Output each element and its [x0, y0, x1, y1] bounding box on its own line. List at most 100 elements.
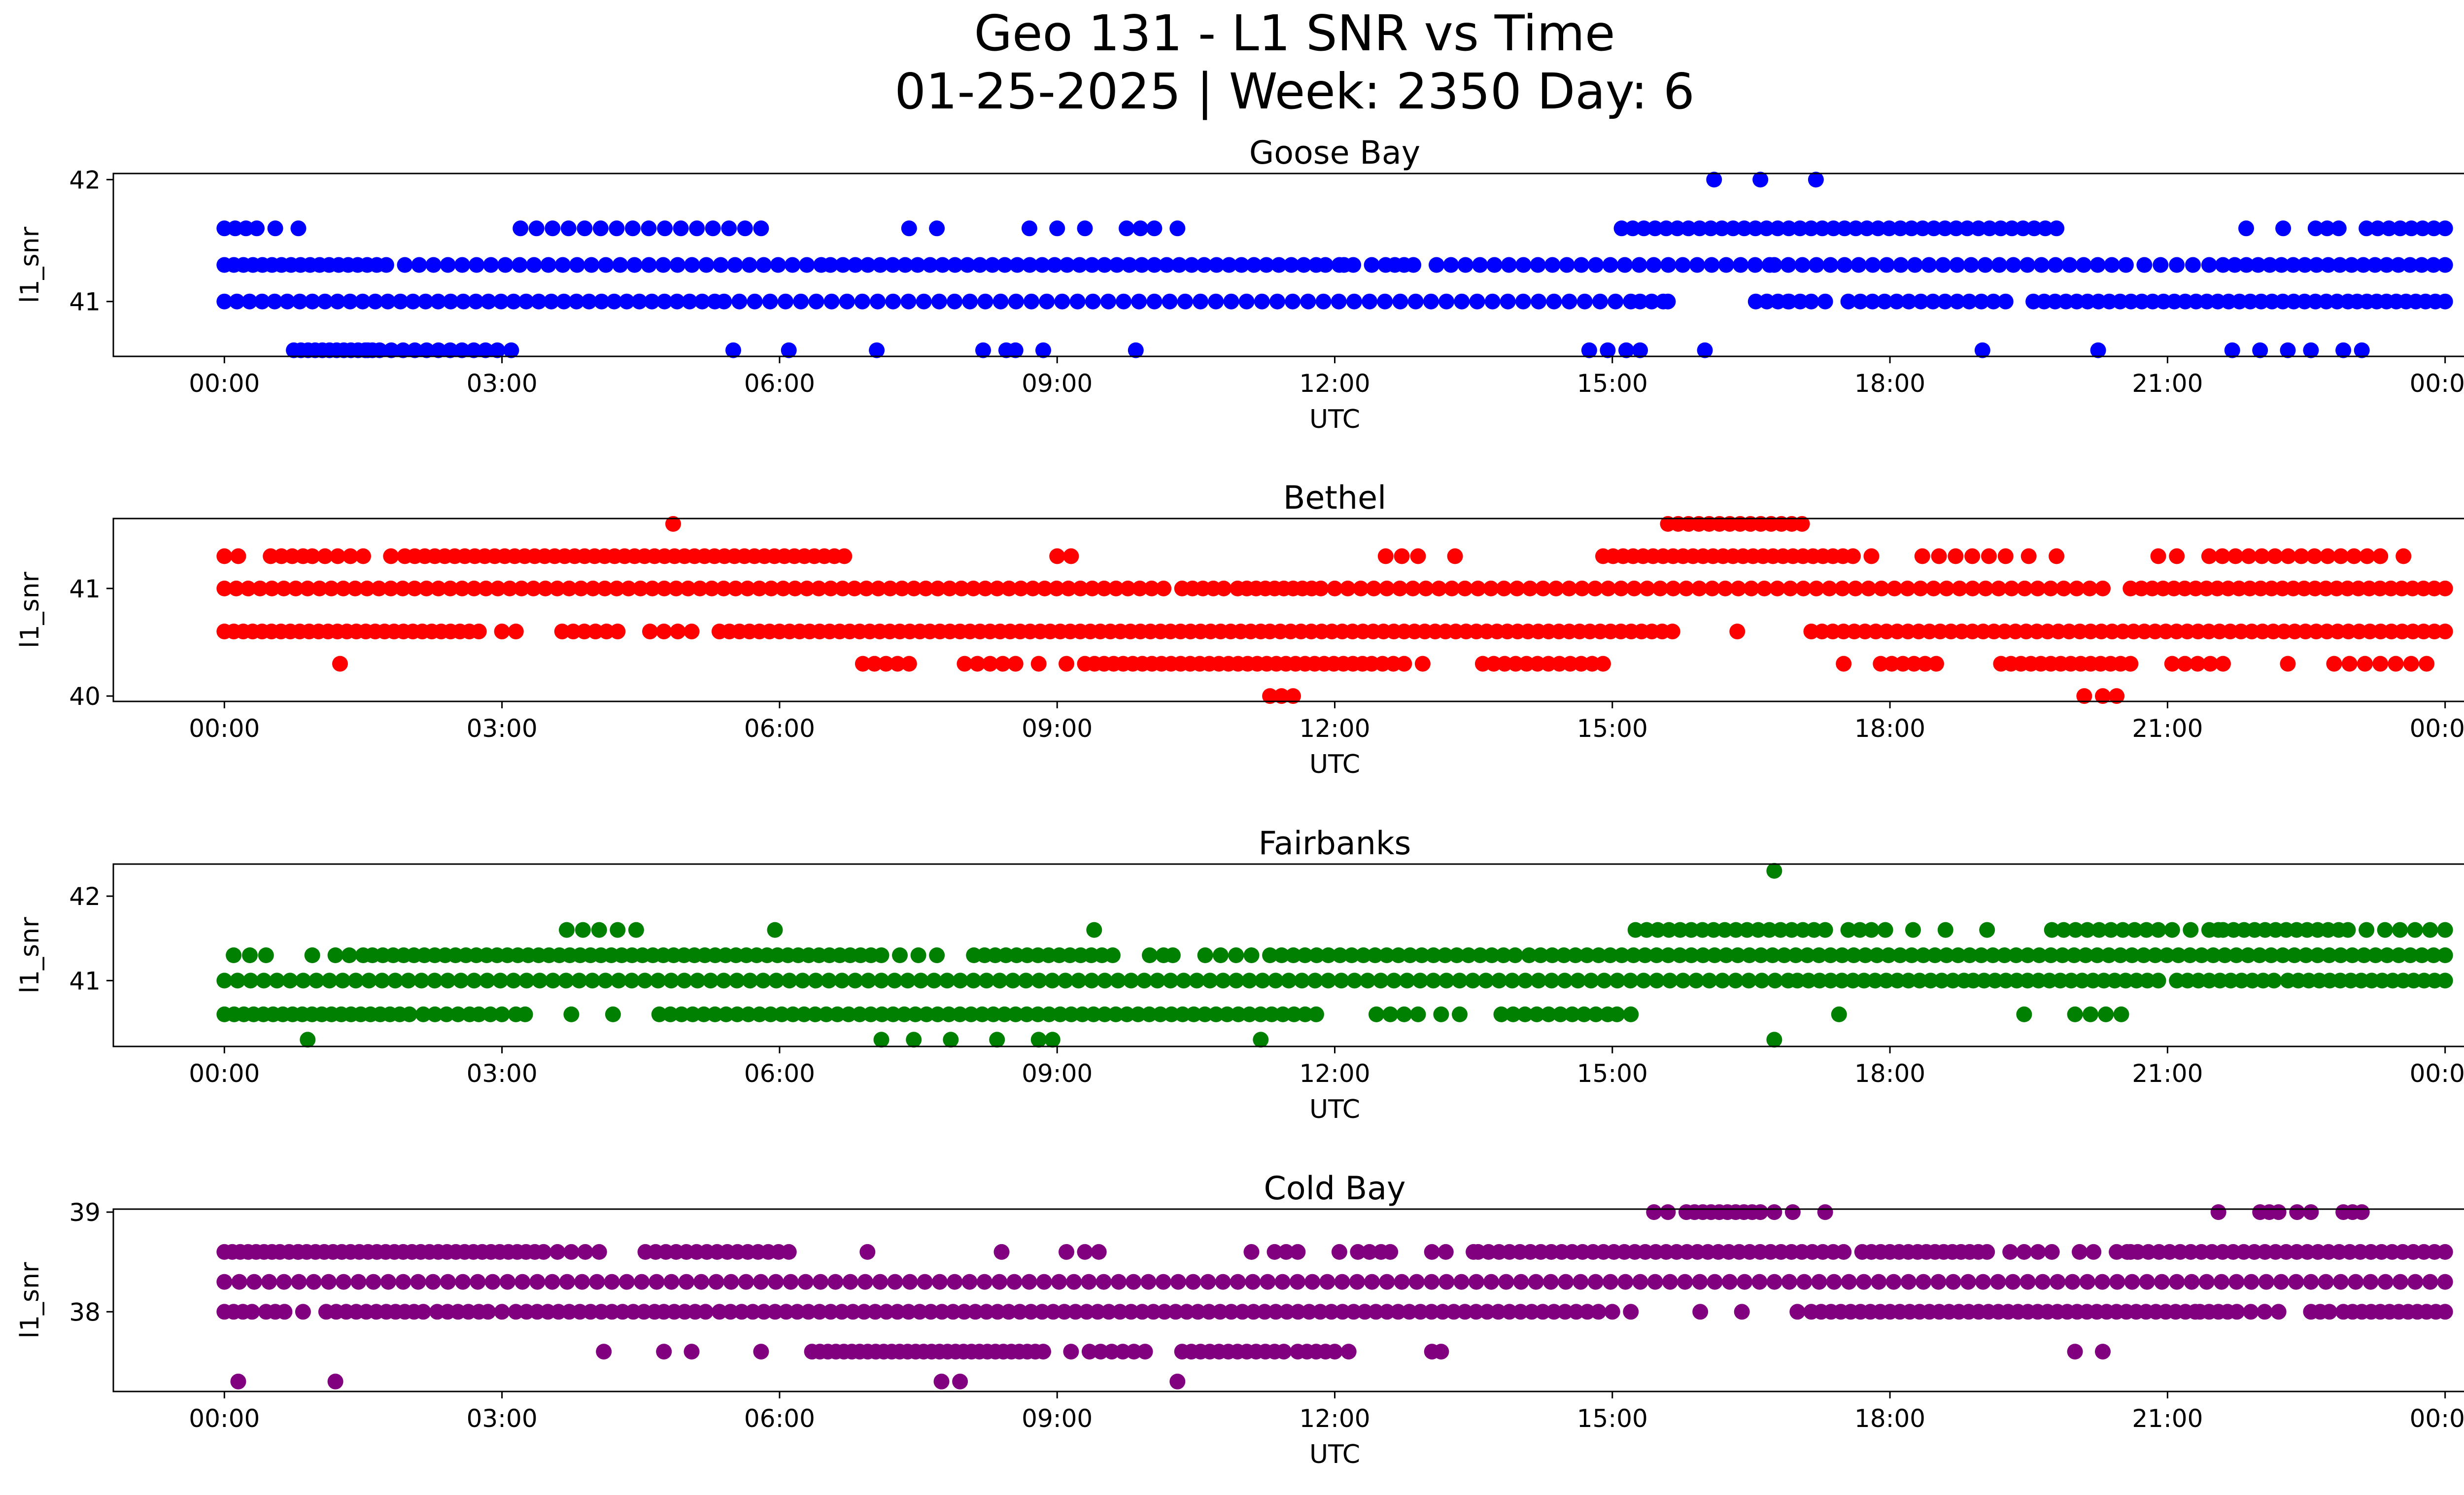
data-point: [288, 580, 304, 596]
data-point: [1390, 947, 1406, 963]
x-tick-label: 00:00: [2410, 369, 2464, 398]
data-point: [697, 1304, 714, 1320]
data-point: [1752, 172, 1769, 188]
data-point: [2346, 548, 2362, 564]
data-point: [2255, 973, 2271, 989]
data-point: [1998, 973, 2014, 989]
data-point: [663, 973, 679, 989]
data-point: [2019, 257, 2036, 273]
data-point: [673, 220, 689, 237]
data-point: [1512, 1304, 1529, 1320]
data-point: [770, 257, 786, 273]
data-point: [2079, 922, 2095, 938]
data-point: [1336, 257, 1352, 273]
data-point: [745, 1304, 761, 1320]
data-point: [2288, 1274, 2304, 1290]
data-point: [1490, 1304, 1506, 1320]
data-point: [2419, 656, 2435, 672]
data-point: [1568, 1304, 1584, 1320]
data-point: [397, 257, 413, 273]
data-point: [1878, 973, 1894, 989]
data-point: [1529, 656, 1545, 672]
data-point: [2333, 1274, 2349, 1290]
data-point: [2209, 580, 2225, 596]
data-point: [1008, 293, 1024, 310]
data-point: [2414, 947, 2430, 963]
data-point: [657, 220, 673, 237]
data-point: [2437, 580, 2453, 596]
data-point: [1433, 1344, 1449, 1360]
data-point: [482, 1006, 499, 1022]
data-point: [1587, 1274, 1604, 1290]
data-point: [1692, 1304, 1709, 1320]
data-point: [2144, 580, 2160, 596]
data-point: [427, 1006, 443, 1022]
data-point: [2113, 1006, 2129, 1022]
data-point: [2089, 947, 2105, 963]
data-point: [774, 1006, 790, 1022]
data-point: [1870, 220, 1886, 237]
data-point: [1142, 947, 1158, 963]
data-point: [514, 1274, 531, 1290]
data-point: [1914, 548, 1930, 564]
data-point: [1491, 973, 1507, 989]
data-point: [545, 220, 561, 237]
data-point: [870, 293, 886, 310]
data-point: [1714, 973, 1731, 989]
data-point: [870, 580, 887, 596]
x-tick-label: 15:00: [1577, 1404, 1648, 1433]
data-point: [401, 1006, 417, 1022]
data-point: [1414, 656, 1431, 672]
data-point: [300, 580, 316, 596]
data-point: [2335, 342, 2352, 358]
data-point: [1963, 257, 1979, 273]
data-point: [1262, 947, 1278, 963]
data-point: [1892, 220, 1909, 237]
data-point: [1433, 1006, 1449, 1022]
data-point: [2318, 293, 2334, 310]
data-point: [612, 257, 628, 273]
data-point: [1903, 220, 1919, 237]
data-point: [1233, 257, 1250, 273]
data-point: [1688, 973, 1704, 989]
data-point: [317, 293, 333, 310]
data-point: [479, 973, 495, 989]
data-point: [1695, 947, 1711, 963]
data-point: [2322, 1304, 2337, 1320]
x-tick-label: 15:00: [1577, 714, 1648, 743]
data-point: [1950, 947, 1966, 963]
data-point: [1729, 624, 1745, 640]
data-point: [1423, 1304, 1439, 1320]
data-point: [723, 1274, 739, 1290]
data-point: [1066, 1274, 1082, 1290]
data-point: [906, 1032, 922, 1048]
data-point: [1169, 220, 1186, 237]
data-point: [1766, 1204, 1782, 1220]
data-point: [2090, 293, 2107, 310]
data-point: [1112, 1304, 1128, 1320]
data-point: [2333, 548, 2349, 564]
data-point: [1691, 580, 1708, 596]
data-point: [2164, 922, 2180, 938]
data-point: [2241, 548, 2257, 564]
data-point: [559, 1274, 575, 1290]
data-point: [405, 293, 421, 310]
data-point: [1030, 1032, 1047, 1048]
data-point: [818, 1006, 834, 1022]
data-point: [2231, 580, 2247, 596]
data-point: [1484, 293, 1501, 310]
data-point: [2069, 580, 2085, 596]
data-point: [1296, 257, 1312, 273]
data-point: [512, 257, 528, 273]
data-point: [1123, 973, 1139, 989]
data-point: [1581, 342, 1597, 358]
data-point: [494, 1006, 510, 1022]
data-point: [1766, 863, 1782, 879]
data-point: [1146, 293, 1163, 310]
data-point: [2426, 947, 2442, 963]
data-point: [800, 1304, 817, 1320]
data-point: [918, 580, 934, 596]
x-tick-label: 09:00: [1022, 1059, 1093, 1088]
data-point: [2403, 220, 2420, 237]
data-point: [1825, 220, 1842, 237]
